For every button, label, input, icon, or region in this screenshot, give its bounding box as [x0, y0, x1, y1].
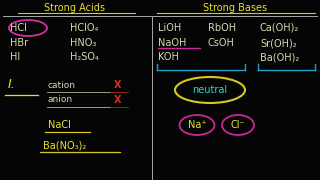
Text: RbOH: RbOH	[208, 23, 236, 33]
Text: I.: I.	[8, 78, 16, 91]
Text: X: X	[114, 80, 122, 90]
Text: H₂SO₄: H₂SO₄	[70, 52, 99, 62]
Text: CsOH: CsOH	[208, 38, 235, 48]
Text: neutral: neutral	[192, 85, 228, 95]
Text: Strong Bases: Strong Bases	[203, 3, 267, 13]
Text: Cl⁻: Cl⁻	[231, 120, 245, 130]
Text: HI: HI	[10, 52, 20, 62]
Text: HBr: HBr	[10, 38, 28, 48]
Text: Na⁺: Na⁺	[188, 120, 206, 130]
Text: Ba(NO₃)₂: Ba(NO₃)₂	[43, 140, 86, 150]
Text: HNO₃: HNO₃	[70, 38, 96, 48]
Text: KOH: KOH	[158, 52, 179, 62]
Text: X: X	[114, 95, 122, 105]
Text: Strong Acids: Strong Acids	[44, 3, 106, 13]
Text: HCl: HCl	[10, 23, 27, 33]
Text: NaOH: NaOH	[158, 38, 186, 48]
Text: anion: anion	[48, 96, 73, 105]
Text: NaCl: NaCl	[48, 120, 71, 130]
Text: Sr(OH)₂: Sr(OH)₂	[260, 38, 297, 48]
Text: cation: cation	[48, 80, 76, 89]
Text: Ca(OH)₂: Ca(OH)₂	[260, 23, 299, 33]
Text: LiOH: LiOH	[158, 23, 181, 33]
Text: Ba(OH)₂: Ba(OH)₂	[260, 52, 299, 62]
Text: HClO₄: HClO₄	[70, 23, 98, 33]
